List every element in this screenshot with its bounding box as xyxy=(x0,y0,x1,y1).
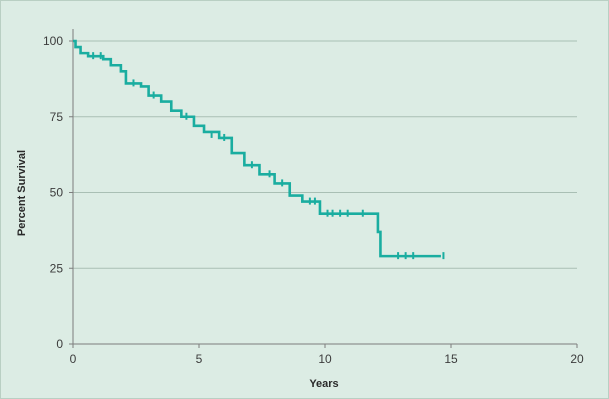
x-tick-label-10: 10 xyxy=(318,352,332,366)
gridlines xyxy=(73,40,577,269)
survival-curve-0 xyxy=(73,39,441,258)
axes xyxy=(69,29,578,348)
y-tick-label-0: 0 xyxy=(56,337,63,351)
y-tick-label-50: 50 xyxy=(50,186,64,200)
y-tick-label-100: 100 xyxy=(43,34,63,48)
x-tick-label-20: 20 xyxy=(570,352,584,366)
x-axis-title: Years xyxy=(309,378,338,390)
y-axis-title: Percent Survival xyxy=(16,150,28,236)
series-layer xyxy=(73,39,445,260)
y-tick-label-25: 25 xyxy=(50,261,64,275)
x-tick-label-0: 0 xyxy=(70,352,77,366)
x-tick-label-5: 5 xyxy=(196,352,203,366)
x-tick-label-15: 15 xyxy=(444,352,458,366)
y-tick-label-75: 75 xyxy=(50,110,64,124)
tick-labels: 0 25 50 75 100 0 5 10 15 20 xyxy=(43,34,584,366)
